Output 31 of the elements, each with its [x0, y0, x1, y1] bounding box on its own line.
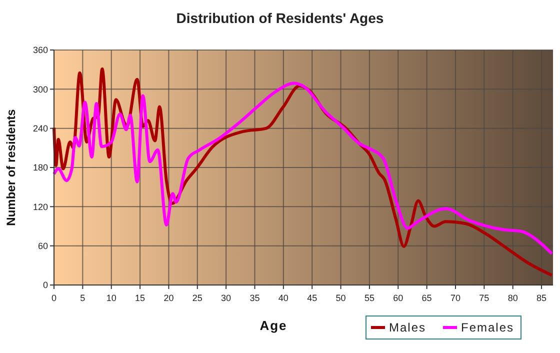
line-series [52, 82, 554, 256]
y-axis-title: Number of residents [4, 108, 18, 226]
x-tick-label: 25 [192, 293, 202, 303]
x-tick-label: 65 [422, 293, 432, 303]
y-tick-label: 240 [32, 123, 48, 134]
x-tick-label: 40 [278, 293, 288, 303]
legend-label: Males [389, 320, 426, 335]
x-tick-label: 70 [450, 293, 460, 303]
y-tick-label: 120 [32, 202, 48, 212]
x-tick-label: 35 [250, 293, 260, 303]
x-tick-label: 45 [307, 293, 318, 303]
legend-label: Females [461, 320, 514, 335]
x-axis-title: Age [260, 318, 288, 333]
x-tick-label: 85 [536, 293, 547, 303]
x-tick-label: 5 [80, 293, 86, 303]
x-tick-label: 30 [221, 293, 232, 303]
x-tick-label: 75 [479, 293, 490, 303]
y-tick-label: 60 [38, 240, 48, 251]
x-tick-label: 15 [135, 293, 146, 303]
y-tick-label: 0 [42, 280, 48, 290]
x-tick-label: 20 [164, 293, 174, 303]
chart-title: Distribution of Residents' Ages [176, 10, 384, 26]
x-tick-label: 0 [51, 293, 57, 303]
x-tick-label: 10 [106, 293, 116, 303]
y-tick-label: 300 [32, 84, 48, 94]
x-tick-label: 80 [508, 293, 518, 303]
y-tick-label: 360 [32, 45, 48, 56]
x-tick-label: 50 [336, 293, 346, 303]
x-tick-label: 55 [364, 293, 374, 303]
x-tick-label: 60 [393, 293, 404, 303]
y-tick-label: 180 [32, 162, 48, 173]
